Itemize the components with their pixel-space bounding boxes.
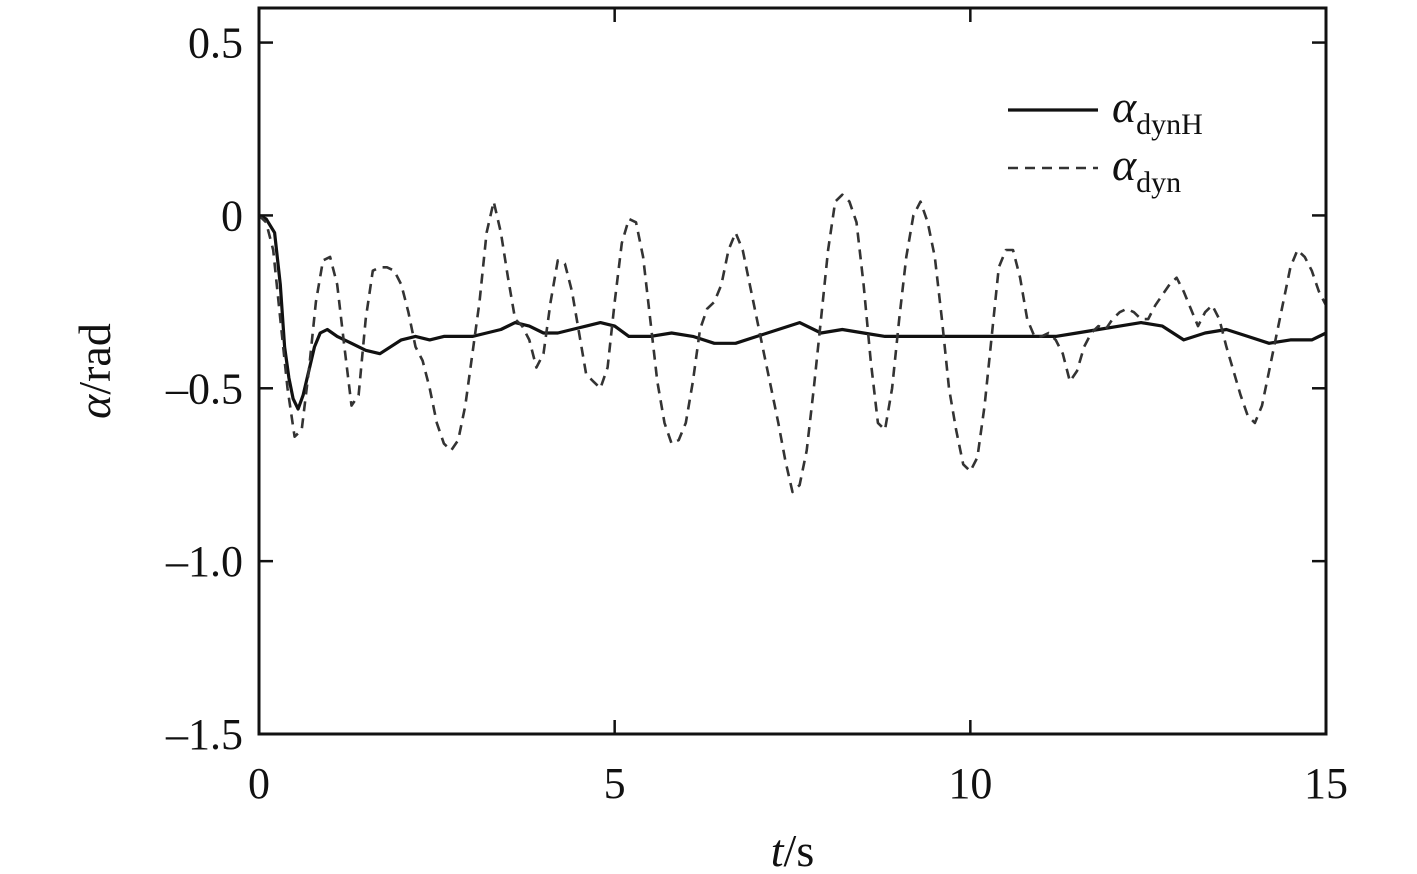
x-tick-label: 10 [948, 759, 992, 808]
legend-entry-symbol: α [1112, 81, 1137, 132]
plot-frame [257, 6, 1328, 736]
y-axis-label-unit: /rad [69, 323, 120, 395]
legend-entry-subscript: dyn [1136, 166, 1181, 199]
y-tick-label: 0.5 [188, 19, 243, 68]
legend-entry-subscript: dynH [1136, 108, 1203, 141]
series-line-dyn [258, 193, 1328, 494]
x-tick-label: 15 [1304, 759, 1348, 808]
axis-ticks: 0 5 10 15 0.5 0 –0.5 –1.0 –1.5 [165, 8, 1348, 808]
y-axis-label: α/rad [69, 323, 120, 419]
y-tick-label: –0.5 [165, 364, 243, 413]
plot-area [258, 193, 1328, 494]
y-tick-label: –1.0 [165, 537, 243, 586]
x-axis-label: t/s [771, 825, 814, 874]
legend-entry-symbol: α [1112, 139, 1137, 190]
x-axis-label-unit: /s [784, 825, 815, 874]
axis-labels: t/s α/rad [69, 323, 814, 874]
legend-entry: αdynH [1112, 81, 1203, 141]
x-tick-label: 0 [248, 759, 270, 808]
y-tick-label: –1.5 [165, 710, 243, 759]
y-axis-label-var: α [69, 394, 120, 419]
legend-entry: αdyn [1112, 139, 1181, 199]
x-axis-label-var: t [771, 825, 785, 874]
y-tick-label: 0 [221, 191, 243, 240]
x-tick-label: 5 [604, 759, 626, 808]
